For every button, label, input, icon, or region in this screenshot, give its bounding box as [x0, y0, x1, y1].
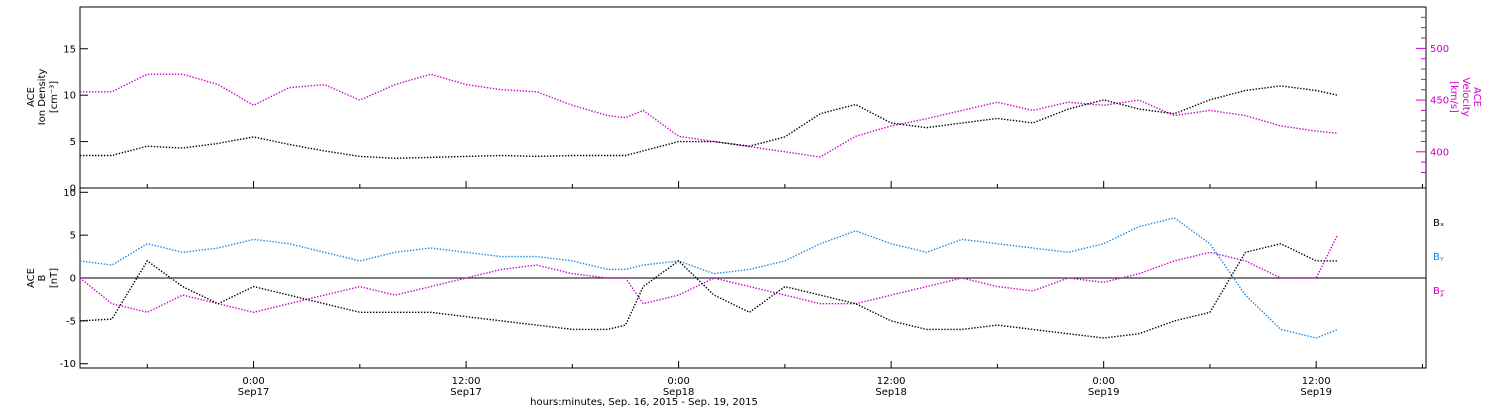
- velocity-tick-label: 500: [1430, 44, 1449, 55]
- density-tick-label: 0: [70, 184, 76, 195]
- time-tick-label: 0:00: [242, 376, 264, 387]
- field-tick-label: -5: [66, 316, 76, 327]
- bz-series: [79, 234, 1339, 314]
- time-tick-label: 12:00: [1302, 376, 1331, 387]
- field-axis-ticks: -10 -5 0 5 10: [60, 188, 88, 370]
- density-tick-label: 10: [63, 91, 76, 102]
- density-axis-title: ACE: [26, 87, 37, 107]
- field-axis-title: ACE: [26, 268, 37, 288]
- velocity-axis-label: Velocity: [1460, 77, 1471, 116]
- bottom-time-ticks: [146, 361, 1423, 368]
- day-tick-label: Sep18: [663, 387, 695, 398]
- top-panel-frame: [79, 6, 1427, 189]
- time-tick-label: 12:00: [877, 376, 906, 387]
- legend-bx: Bₓ: [1433, 218, 1444, 229]
- bx-series: [79, 242, 1338, 339]
- density-tick-label: 15: [63, 44, 76, 55]
- velocity-series: [80, 73, 1338, 158]
- day-tick-label: Sep18: [875, 387, 907, 398]
- field-tick-label: 5: [70, 231, 76, 242]
- density-tick-label: 5: [70, 137, 76, 148]
- density-axis-label: Ion Density: [37, 69, 48, 126]
- legend-bz: B𝓏: [1433, 286, 1445, 297]
- field-legend: Bₓ Bᵧ B𝓏: [1433, 218, 1445, 297]
- day-tick-label: Sep19: [1300, 387, 1332, 398]
- bottom-panel: -10 -5 0 5 10 ACE B [nT] Bₓ Bᵧ B𝓏: [26, 187, 1445, 370]
- time-tick-label: 12:00: [452, 376, 481, 387]
- density-axis-unit: [cm⁻³]: [49, 81, 60, 113]
- density-axis-ticks: 0 5 10 15: [63, 44, 88, 195]
- velocity-axis-unit: [km/s]: [1448, 81, 1459, 113]
- top-time-ticks: [146, 181, 1423, 188]
- field-tick-label: -10: [60, 359, 76, 370]
- x-axis-label: hours:minutes, Sep. 16, 2015 - Sep. 19, …: [530, 397, 758, 408]
- field-axis-unit: [nT]: [49, 268, 60, 288]
- time-tick-label: 0:00: [1092, 376, 1114, 387]
- day-tick-label: Sep19: [1088, 387, 1120, 398]
- time-tick-label: 0:00: [667, 376, 689, 387]
- field-tick-label: 0: [70, 274, 76, 285]
- legend-by: Bᵧ: [1433, 252, 1444, 263]
- velocity-axis-title: ACE: [1471, 87, 1482, 107]
- day-tick-label: Sep17: [450, 387, 482, 398]
- density-series: [80, 85, 1338, 160]
- day-tick-label: Sep17: [238, 387, 270, 398]
- field-axis-label: B: [37, 274, 48, 281]
- velocity-axis-ticks: 400 450 500: [1416, 16, 1449, 173]
- velocity-tick-label: 450: [1430, 96, 1449, 107]
- time-axis-labels: 0:00Sep1712:00Sep170:00Sep1812:00Sep180:…: [238, 376, 1332, 398]
- field-tick-label: 10: [63, 188, 76, 199]
- velocity-tick-label: 400: [1430, 147, 1449, 158]
